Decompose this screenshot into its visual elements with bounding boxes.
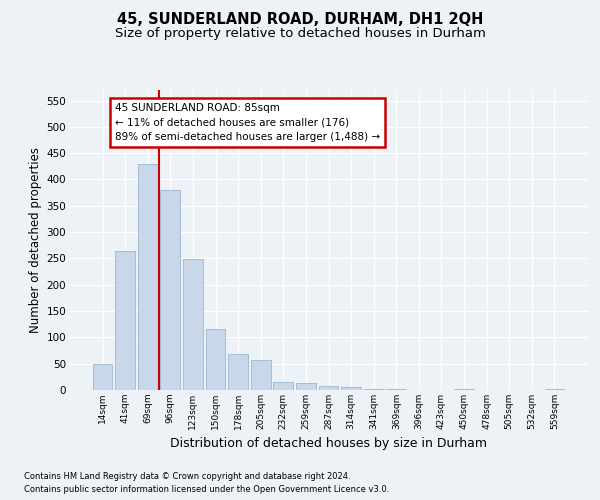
Bar — [183, 260, 203, 390]
Text: Contains public sector information licensed under the Open Government Licence v3: Contains public sector information licen… — [24, 485, 389, 494]
Bar — [160, 190, 180, 390]
Bar — [319, 386, 338, 390]
Text: Size of property relative to detached houses in Durham: Size of property relative to detached ho… — [115, 28, 485, 40]
Y-axis label: Number of detached properties: Number of detached properties — [29, 147, 43, 333]
Bar — [115, 250, 135, 390]
Bar — [274, 382, 293, 390]
Bar — [206, 330, 226, 390]
Text: 45, SUNDERLAND ROAD, DURHAM, DH1 2QH: 45, SUNDERLAND ROAD, DURHAM, DH1 2QH — [117, 12, 483, 28]
X-axis label: Distribution of detached houses by size in Durham: Distribution of detached houses by size … — [170, 438, 487, 450]
Bar — [138, 164, 158, 390]
Bar — [228, 354, 248, 390]
Bar — [386, 389, 406, 390]
Bar — [545, 389, 565, 390]
Text: 45 SUNDERLAND ROAD: 85sqm
← 11% of detached houses are smaller (176)
89% of semi: 45 SUNDERLAND ROAD: 85sqm ← 11% of detac… — [115, 102, 380, 142]
Bar — [454, 389, 474, 390]
Bar — [341, 388, 361, 390]
Text: Contains HM Land Registry data © Crown copyright and database right 2024.: Contains HM Land Registry data © Crown c… — [24, 472, 350, 481]
Bar — [296, 383, 316, 390]
Bar — [92, 364, 112, 390]
Bar — [364, 389, 383, 390]
Bar — [251, 360, 271, 390]
